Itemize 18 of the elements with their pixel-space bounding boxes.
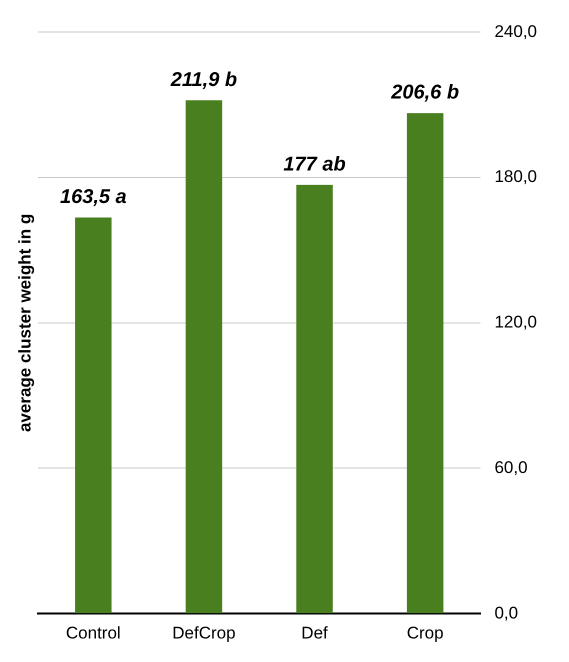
- y-tick-label: 180,0: [494, 167, 538, 186]
- data-label: 163,5 a: [60, 186, 127, 208]
- y-tick-label: 60,0: [494, 458, 528, 477]
- y-axis-title: average cluster weight in g: [16, 214, 35, 432]
- data-label: 206,6 b: [390, 82, 460, 104]
- y-tick-label: 0,0: [494, 603, 518, 622]
- data-label: 177 ab: [283, 153, 346, 176]
- bar: [406, 113, 444, 614]
- bar: [75, 218, 112, 614]
- bar: [186, 100, 222, 614]
- x-tick-label: Crop: [406, 623, 444, 642]
- x-tick-label: Def: [301, 623, 328, 642]
- data-label: 211,9 b: [170, 68, 238, 91]
- x-tick-label: Control: [66, 623, 121, 642]
- y-tick-label: 240,0: [494, 22, 538, 41]
- bar: [296, 184, 333, 614]
- x-tick-label: DefCrop: [172, 623, 236, 642]
- y-tick-label: 120,0: [494, 312, 538, 332]
